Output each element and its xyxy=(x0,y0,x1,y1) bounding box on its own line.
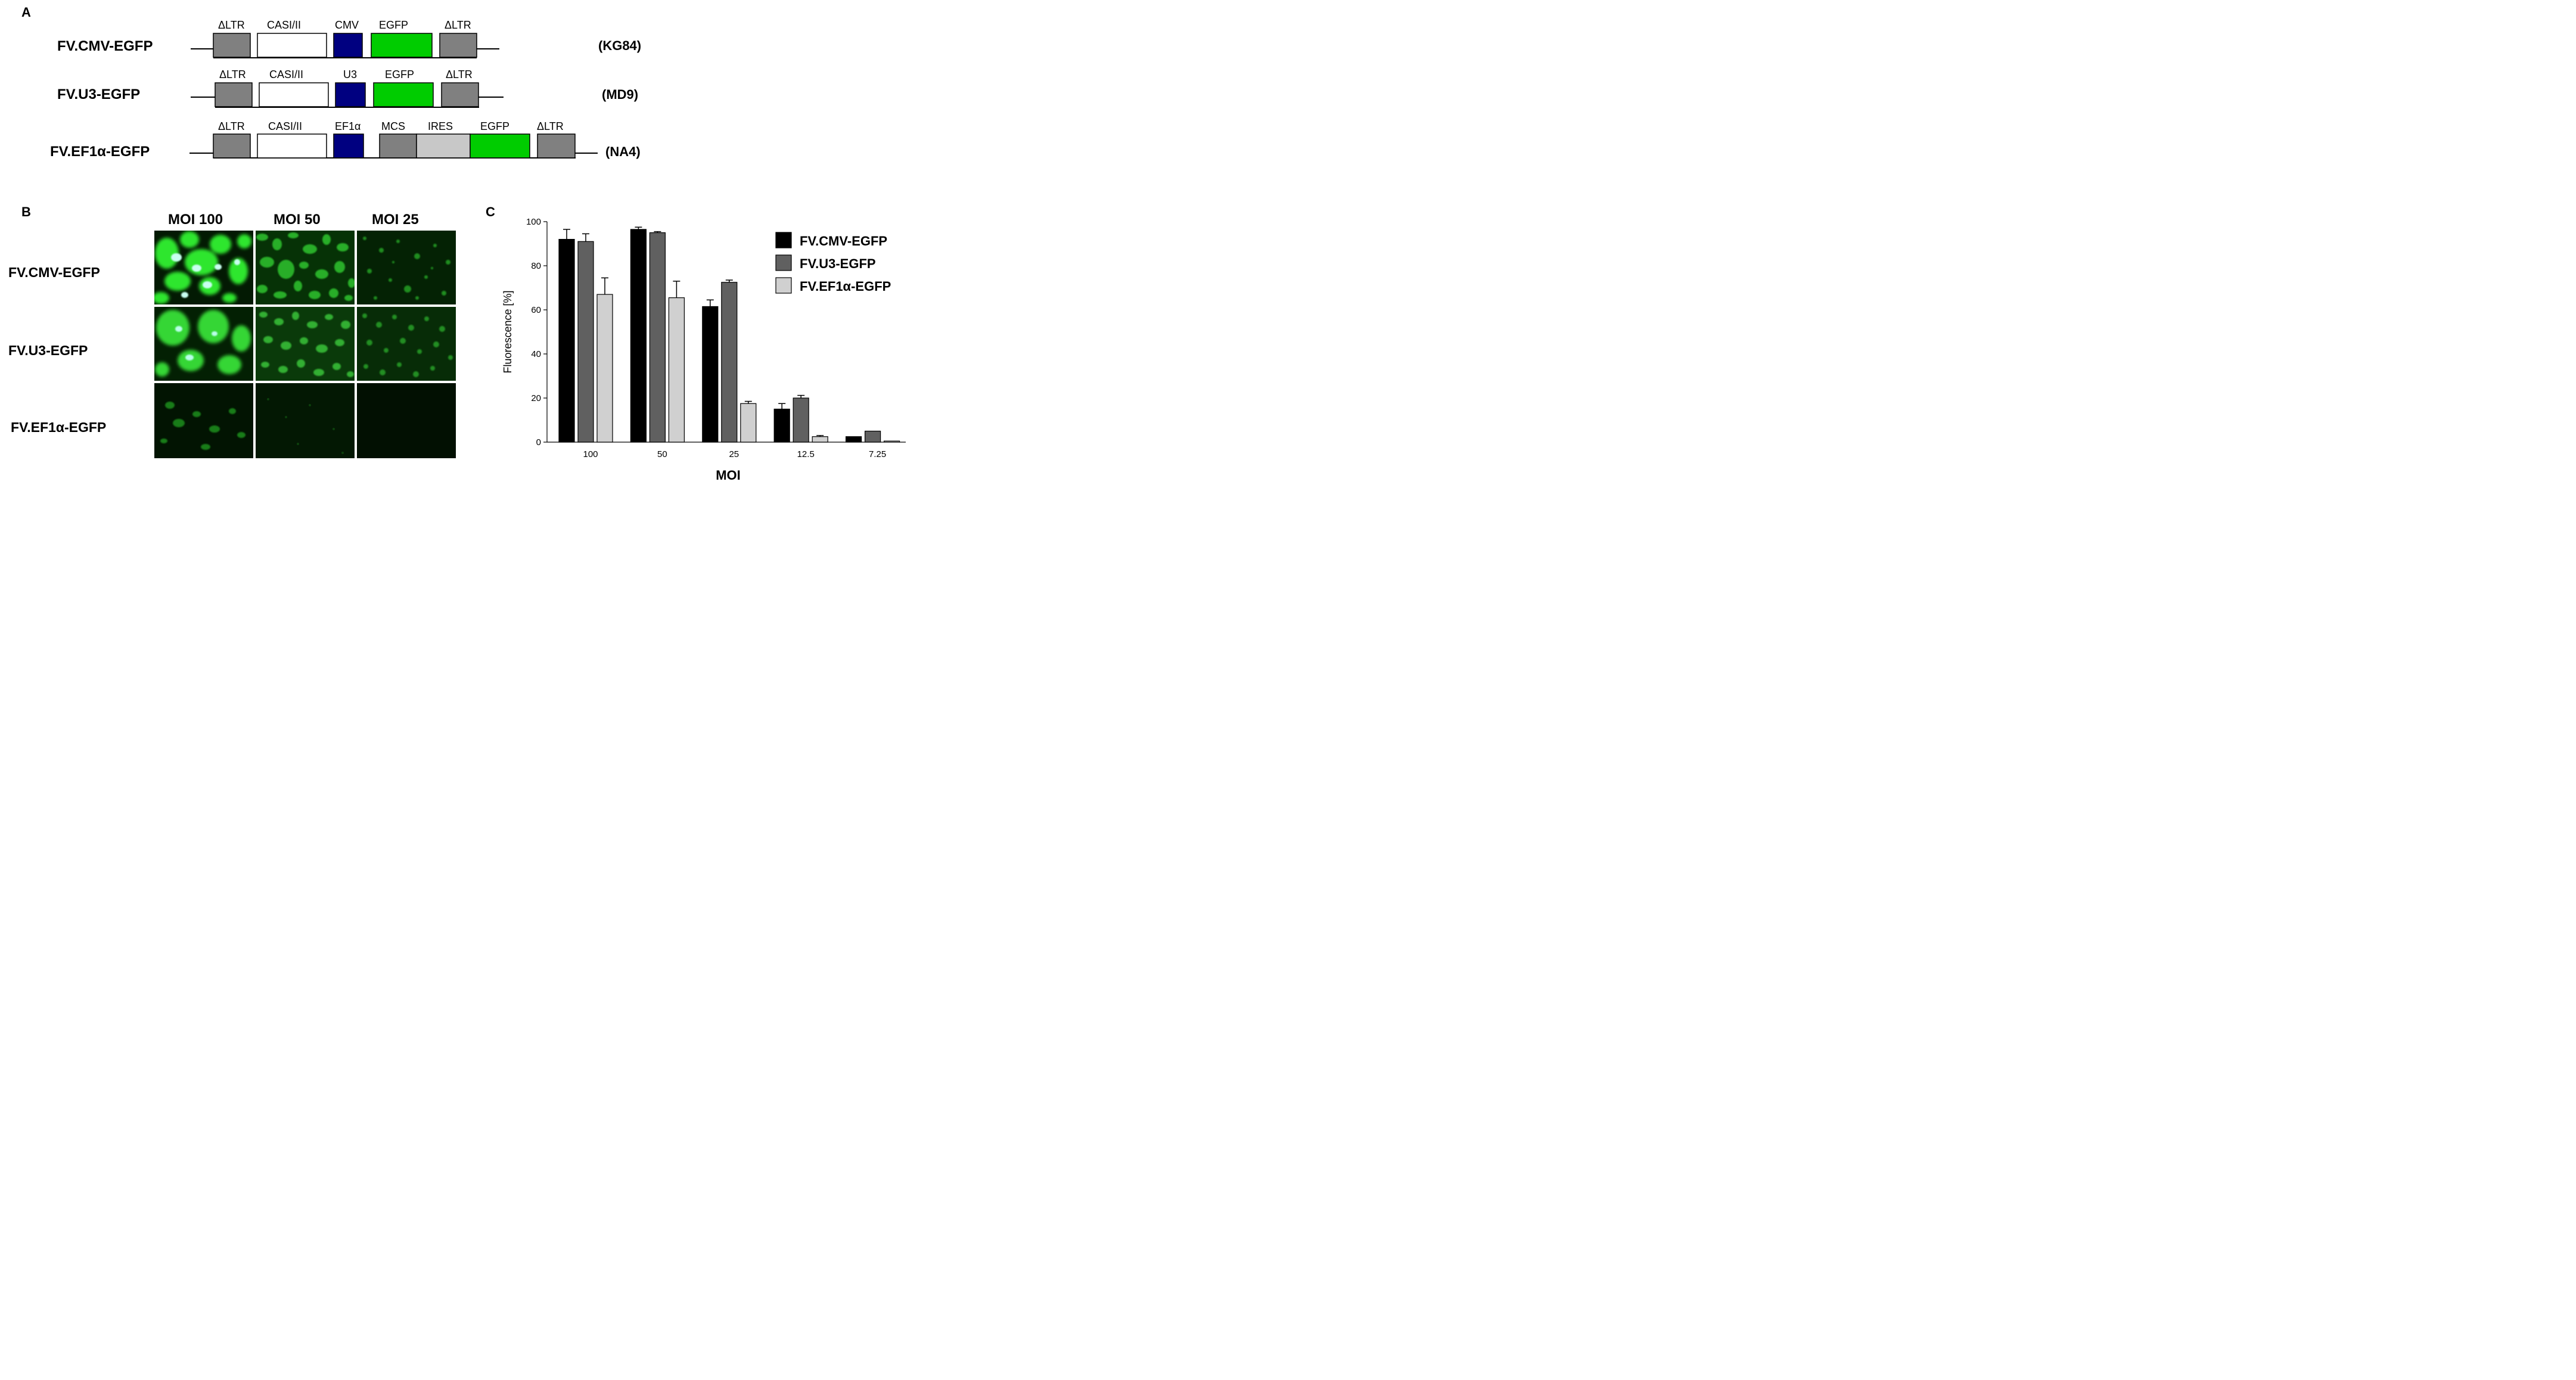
y-axis-title: Fluorescence [%] xyxy=(502,290,514,373)
segment-label: CASI/II xyxy=(268,120,302,132)
micrograph-ef1a-moi50 xyxy=(256,383,355,458)
clone-label: (KG84) xyxy=(598,38,641,53)
y-tick-label: 100 xyxy=(526,217,541,227)
segment-label: IRES xyxy=(428,120,453,132)
micrograph-u3-moi50 xyxy=(256,307,355,381)
panel-b-letter: B xyxy=(21,204,31,219)
legend-label: FV.CMV-EGFP xyxy=(800,234,887,248)
segment-casi: CASI/II xyxy=(257,120,327,158)
bar xyxy=(649,232,666,443)
segment-label: EGFP xyxy=(385,69,414,80)
construct-name: FV.EF1α-EGFP xyxy=(50,144,150,160)
x-tick-label: 25 xyxy=(729,449,739,459)
micrograph-cmv-moi50 xyxy=(256,231,355,304)
legend-swatch xyxy=(775,232,792,248)
x-axis-title: MOI xyxy=(716,468,741,483)
clone-label: (MD9) xyxy=(602,87,638,102)
bar xyxy=(630,229,647,443)
bar-chart: 0 20 40 60 80 100 Fluorescence [%] MOI 100 50 25 12… xyxy=(502,217,906,483)
x-tick-label: 7.25 xyxy=(869,449,886,459)
segment-ires: IRES xyxy=(416,120,471,158)
segment-label: CASI/II xyxy=(269,69,303,80)
legend-label: FV.U3-EGFP xyxy=(800,256,876,271)
segment-label: ΔLTR xyxy=(218,19,245,31)
bar xyxy=(812,436,828,443)
segment-label: MCS xyxy=(381,120,405,132)
bar xyxy=(668,297,685,443)
construct-name: FV.U3-EGFP xyxy=(57,86,140,102)
y-tick-label: 20 xyxy=(531,393,541,403)
panel-a-letter: A xyxy=(21,5,31,20)
column-header: MOI 100 xyxy=(168,212,223,228)
panel-b: B MOI 100 MOI 50 MOI 25 FV.CMV-EGFP FV.U… xyxy=(8,204,458,460)
panel-c-letter: C xyxy=(486,204,495,219)
segment-label: CMV xyxy=(335,19,359,31)
bar xyxy=(883,440,900,443)
x-tick-label: 12.5 xyxy=(797,449,815,459)
segment-mcs: MCS xyxy=(379,120,417,158)
x-tick-label: 100 xyxy=(583,449,598,459)
bar xyxy=(864,430,881,443)
panel-c: C 0 20 40 60 80 100 Fluorescence [%] MOI 100 50 25… xyxy=(486,204,906,483)
segment-ltr-3: ΔLTR xyxy=(439,19,477,58)
construct-cmv: FV.CMV-EGFP (KG84) ΔLTR CASI/II CMV EGFP xyxy=(57,19,641,58)
segment-label: ΔLTR xyxy=(218,120,245,132)
row-label: FV.CMV-EGFP xyxy=(8,265,100,280)
segment-egfp: EGFP xyxy=(470,120,530,158)
segment-promoter: U3 xyxy=(335,69,366,107)
micrograph-u3-moi100 xyxy=(154,307,253,381)
segment-egfp: EGFP xyxy=(373,69,434,107)
segment-label: EGFP xyxy=(480,120,509,132)
bar xyxy=(596,294,613,443)
segment-label: CASI/II xyxy=(267,19,301,31)
row-label: FV.U3-EGFP xyxy=(8,343,88,358)
clone-label: (NA4) xyxy=(605,144,641,159)
micrograph-ef1a-moi100 xyxy=(154,383,253,458)
segment-label: ΔLTR xyxy=(219,69,246,80)
micrograph-cmv-moi25 xyxy=(357,231,456,304)
segment-ltr-5: ΔLTR xyxy=(215,69,253,107)
legend-swatch xyxy=(775,277,792,294)
bar xyxy=(793,397,809,443)
panel-a: A FV.CMV-EGFP (KG84) ΔLTR CASI/II CMV E xyxy=(21,5,641,160)
segment-ltr-5: ΔLTR xyxy=(213,120,251,158)
segment-label: ΔLTR xyxy=(445,19,471,31)
segment-egfp: EGFP xyxy=(371,19,433,58)
bar xyxy=(577,241,594,443)
bar xyxy=(740,403,757,443)
row-label: FV.EF1α-EGFP xyxy=(11,419,106,435)
legend-label: FV.EF1α-EGFP xyxy=(800,279,891,294)
x-tick-label: 50 xyxy=(657,449,667,459)
y-tick-label: 40 xyxy=(531,349,541,359)
y-tick-label: 0 xyxy=(536,437,541,447)
y-tick-label: 80 xyxy=(531,261,541,271)
segment-promoter: EF1α xyxy=(333,120,364,158)
micrograph-ef1a-moi25 xyxy=(357,383,456,458)
bar xyxy=(773,408,790,443)
segment-label: EF1α xyxy=(335,120,361,132)
segment-label: ΔLTR xyxy=(446,69,473,80)
construct-u3: FV.U3-EGFP (MD9) ΔLTR CASI/II U3 EGFP xyxy=(57,69,638,108)
micrograph-cmv-moi100 xyxy=(154,231,253,304)
segment-ltr-5: ΔLTR xyxy=(213,19,251,58)
bar xyxy=(702,306,719,443)
segment-ltr-3: ΔLTR xyxy=(537,120,576,158)
segment-ltr-3: ΔLTR xyxy=(441,69,479,107)
y-tick-label: 60 xyxy=(531,305,541,315)
construct-ef1a: FV.EF1α-EGFP (NA4) ΔLTR CASI/II EF1α MCS xyxy=(50,120,641,160)
segment-promoter: CMV xyxy=(333,19,363,58)
construct-name: FV.CMV-EGFP xyxy=(57,38,153,54)
bar xyxy=(721,282,738,443)
legend-swatch xyxy=(775,254,792,271)
micrograph-u3-moi25 xyxy=(357,307,456,381)
segment-label: ΔLTR xyxy=(537,120,564,132)
segment-casi: CASI/II xyxy=(259,69,329,107)
bar xyxy=(558,239,575,443)
column-header: MOI 25 xyxy=(372,212,419,228)
segment-label: EGFP xyxy=(379,19,408,31)
segment-label: U3 xyxy=(343,69,357,80)
column-header: MOI 50 xyxy=(274,212,321,228)
bar xyxy=(845,436,862,443)
segment-casi: CASI/II xyxy=(257,19,327,58)
